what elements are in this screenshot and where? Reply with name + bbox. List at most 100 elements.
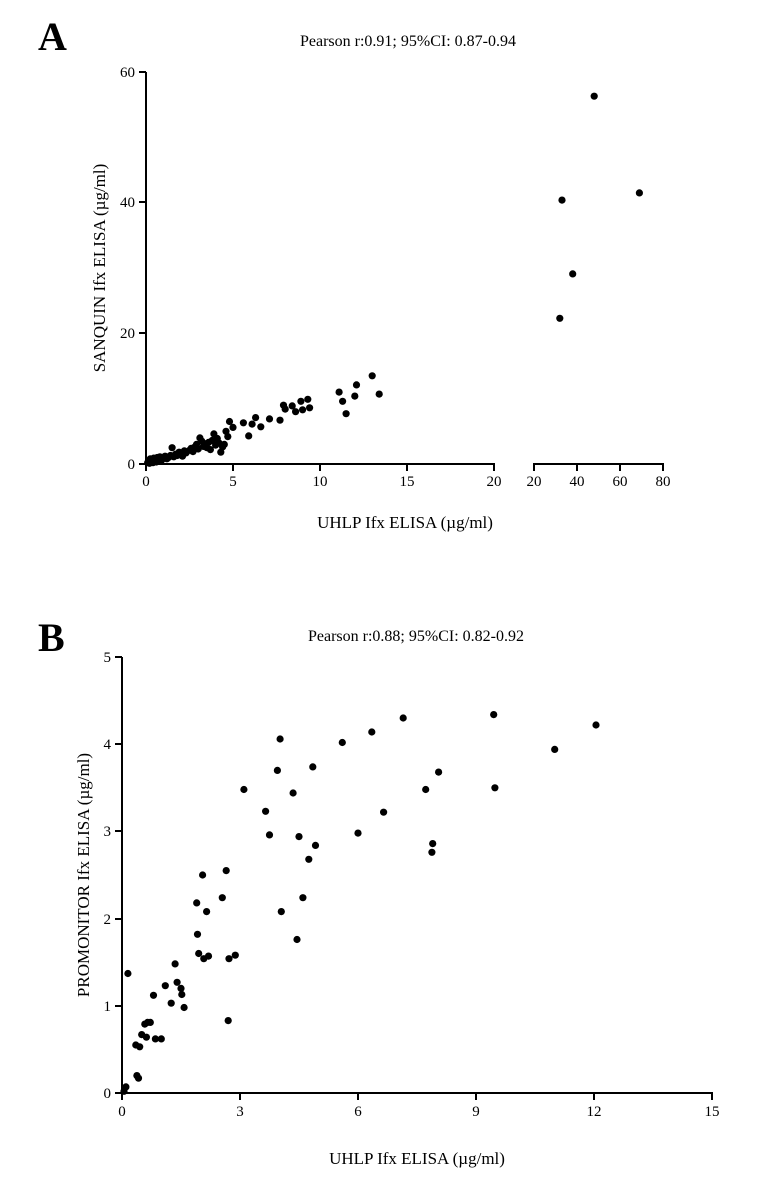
chart-b-point <box>429 840 437 848</box>
chart-b-point <box>149 991 158 999</box>
chart-b-y-tick-label: 1 <box>104 999 112 1015</box>
chart-a-point <box>225 417 234 426</box>
chart-b-point <box>167 999 175 1007</box>
chart-b-point <box>224 1017 232 1025</box>
chart-b-point <box>399 714 407 722</box>
chart-a-point <box>248 420 256 428</box>
chart-b-x-tick-label: 3 <box>236 1104 244 1120</box>
chart-a-point <box>229 423 237 431</box>
chart-b-point <box>136 1043 144 1051</box>
chart-a-point <box>239 419 247 427</box>
chart-b-x-tick-label: 15 <box>705 1104 720 1120</box>
chart-b-y-tick-label: 5 <box>104 650 112 666</box>
chart-a-point <box>168 444 176 452</box>
chart-b-x-tick-label: 0 <box>118 1104 126 1120</box>
chart-a-y-tick-label: 20 <box>120 326 135 342</box>
panel-label-b: B <box>38 615 65 660</box>
chart-a-point <box>590 92 598 100</box>
chart-b-point <box>151 1035 159 1043</box>
chart-a-y-tick-label: 40 <box>120 195 135 211</box>
chart-a-point <box>556 314 564 322</box>
chart-b-points <box>120 711 600 1095</box>
chart-b-y-axis-label: PROMONITOR Ifx ELISA (µg/ml) <box>74 753 93 997</box>
chart-b-point <box>124 969 132 978</box>
chart-a-y-ticks <box>139 71 146 465</box>
chart-a-x-tick-label: 80 <box>656 474 671 490</box>
chart-b-point <box>295 833 303 841</box>
chart-a-point <box>297 397 305 405</box>
chart-a-x-tick-label: 15 <box>400 474 415 490</box>
chart-b-point <box>299 894 307 902</box>
chart-b-point <box>146 1018 154 1026</box>
chart-b-point <box>491 784 499 792</box>
chart-b-point <box>231 951 239 959</box>
chart-b-point <box>218 894 226 902</box>
chart-a-x-tick-label: 20 <box>527 474 542 490</box>
chart-a-point <box>352 381 361 389</box>
chart-b: B Pearson r:0.88; 95%CI: 0.82-0.92 0 1 2… <box>38 615 720 1168</box>
chart-a-x-tick-label: 0 <box>142 474 150 490</box>
chart-a-y-axis-label: SANQUIN Ifx ELISA (µg/ml) <box>90 164 109 373</box>
chart-b-x-tick-label: 9 <box>472 1104 480 1120</box>
chart-a-point <box>299 406 307 414</box>
chart-b-point <box>193 930 202 938</box>
chart-a-point <box>569 270 577 278</box>
panel-label-a: A <box>38 14 67 59</box>
chart-b-point <box>122 1083 130 1091</box>
chart-b-point <box>173 978 181 986</box>
chart-b-point <box>171 960 179 968</box>
chart-a-x-axis-label: UHLP Ifx ELISA (µg/ml) <box>317 513 493 532</box>
chart-b-point <box>161 982 169 990</box>
chart-b-point <box>380 808 388 816</box>
chart-a-point <box>206 446 214 454</box>
chart-b-y-tick-label: 2 <box>104 912 112 928</box>
chart-a-x-ticks-segment-1 <box>145 464 495 471</box>
chart-b-point <box>265 831 274 839</box>
chart-b-point <box>177 984 185 993</box>
chart-b-title: Pearson r:0.88; 95%CI: 0.82-0.92 <box>308 628 524 645</box>
chart-a-point <box>224 433 232 441</box>
chart-a-point <box>245 432 253 440</box>
chart-b-point <box>311 841 320 850</box>
chart-b-point <box>157 1035 165 1043</box>
chart-b-point <box>305 855 313 863</box>
chart-b-point <box>422 785 430 794</box>
chart-b-point <box>199 871 207 879</box>
chart-a-points <box>144 92 644 467</box>
chart-a-point <box>257 423 265 431</box>
chart-b-x-ticks <box>121 1093 713 1100</box>
chart-b-point <box>490 711 498 719</box>
chart-b-point <box>293 935 301 944</box>
chart-b-point <box>338 738 346 747</box>
chart-b-x-axis-label: UHLP Ifx ELISA (µg/ml) <box>329 1149 505 1168</box>
chart-b-x-tick-label: 6 <box>354 1104 362 1120</box>
chart-a-point <box>335 388 343 396</box>
chart-b-point <box>592 721 600 729</box>
chart-b-y-tick-label: 0 <box>104 1086 112 1102</box>
chart-b-point <box>240 785 248 794</box>
chart-b-point <box>277 908 285 916</box>
chart-b-point <box>435 768 443 776</box>
chart-a-point <box>252 414 260 422</box>
chart-a-point <box>276 416 284 424</box>
chart-b-point <box>276 735 284 743</box>
chart-a-point <box>635 189 644 197</box>
chart-a-x-tick-label: 10 <box>313 474 328 490</box>
chart-b-point <box>273 766 281 775</box>
chart-b-point <box>142 1033 150 1041</box>
chart-b-point <box>262 807 270 815</box>
chart-a: A Pearson r:0.91; 95%CI: 0.87-0.94 0 20 … <box>38 14 671 532</box>
chart-b-point <box>193 899 201 907</box>
chart-b-point <box>203 908 211 916</box>
chart-a-point <box>292 408 300 416</box>
chart-b-point <box>180 1003 188 1012</box>
chart-a-point <box>220 440 228 448</box>
chart-a-point <box>351 392 359 400</box>
chart-b-point <box>551 745 559 754</box>
chart-b-point <box>309 763 317 771</box>
chart-a-title: Pearson r:0.91; 95%CI: 0.87-0.94 <box>300 33 516 50</box>
chart-a-x-tick-label: 60 <box>613 474 628 490</box>
chart-b-y-ticks <box>115 656 122 1094</box>
chart-b-point <box>354 829 362 837</box>
